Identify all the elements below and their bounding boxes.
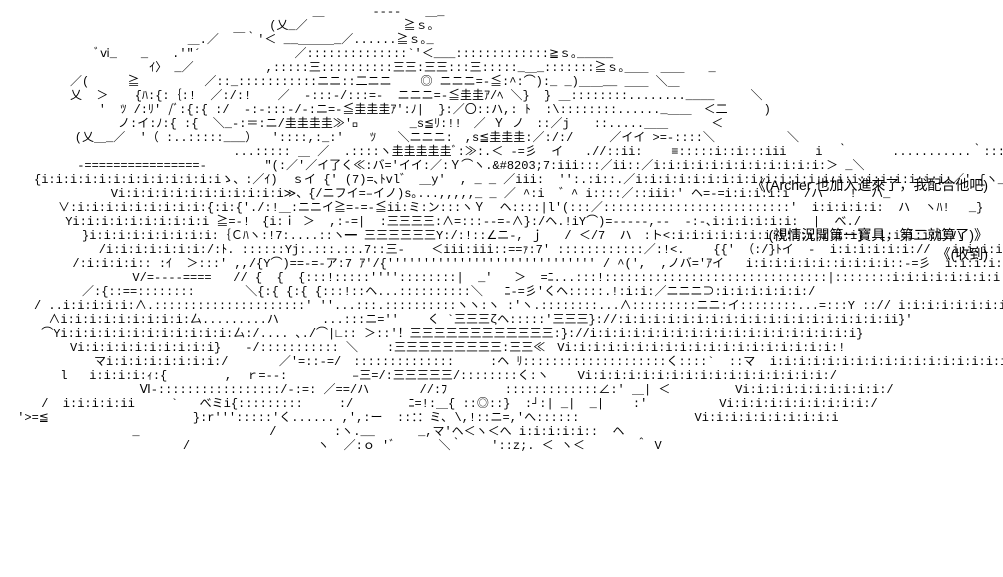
dialogue-line-1: 《(Archer 也加入進來了，我配合他吧) [752,175,988,195]
dialogue-line-2: (視情況開第一寶具，第二就算了)》 [769,225,988,245]
dialogue-line-3: 《(收到) [937,244,988,264]
